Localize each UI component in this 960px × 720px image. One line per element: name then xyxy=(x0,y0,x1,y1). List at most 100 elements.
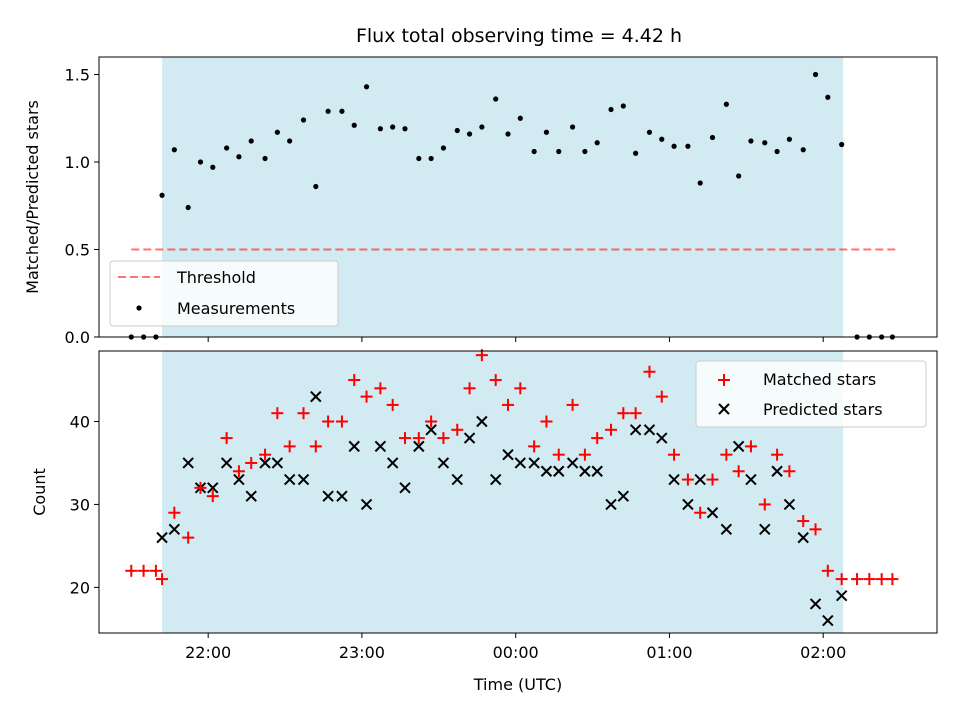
matched-legend-marker xyxy=(718,374,730,386)
predicted-star-point xyxy=(835,589,848,602)
count-y-tick-label: 40 xyxy=(70,413,90,432)
measurement-point xyxy=(159,192,165,198)
ratio-panel: 0.0 0.5 1.0 1.5 Matched/Predicted stars Thr… xyxy=(23,56,938,347)
predicted-star-point xyxy=(514,457,527,469)
measurement-point xyxy=(569,124,576,130)
matched-star-point xyxy=(386,398,399,411)
measurement-point xyxy=(363,84,370,90)
measurement-point xyxy=(748,138,754,144)
measurement-point xyxy=(709,134,716,141)
matched-star-point xyxy=(360,390,373,403)
predicted-star-point xyxy=(245,490,257,502)
predicted-star-point xyxy=(732,440,745,453)
matched-star-point xyxy=(655,390,668,403)
threshold-legend-label: Threshold xyxy=(176,268,256,287)
ratio-y-tick-label: 0.5 xyxy=(65,241,90,260)
matched-star-point xyxy=(629,407,642,420)
measurement-point xyxy=(287,138,293,144)
measurement-point xyxy=(697,180,703,186)
measurement-point xyxy=(659,136,665,142)
matched-star-point xyxy=(348,374,361,387)
predicted-star-point xyxy=(605,498,617,511)
measurements-legend-label: Measurements xyxy=(177,299,295,318)
matched-star-point xyxy=(149,564,162,577)
predicted-star-point xyxy=(374,440,387,453)
matched-star-point xyxy=(694,506,707,519)
matched-star-point xyxy=(398,432,411,445)
matched-star-point xyxy=(591,432,604,445)
predicted-star-point xyxy=(297,473,310,486)
measurement-point xyxy=(685,143,691,149)
predicted-star-point xyxy=(783,498,796,511)
predicted-star-point xyxy=(656,432,668,444)
measurement-point xyxy=(493,96,499,102)
predicted-star-point xyxy=(437,457,450,469)
predicted-star-point xyxy=(207,482,219,494)
count-legend-box xyxy=(695,360,927,428)
matched-star-point xyxy=(514,382,527,395)
measurement-point xyxy=(646,129,653,135)
predicted-star-point xyxy=(720,523,733,536)
matched-star-point xyxy=(489,374,502,387)
matched-star-point xyxy=(668,448,681,461)
ratio-legend-box xyxy=(109,260,339,327)
matched-star-point xyxy=(168,506,181,519)
matched-star-point xyxy=(528,440,541,453)
predicted-star-point xyxy=(168,523,181,536)
measurement-point xyxy=(274,129,280,135)
measurement-point xyxy=(466,131,473,137)
predicted-star-point xyxy=(271,457,284,469)
measurement-point xyxy=(531,148,537,155)
predicted-star-point xyxy=(360,498,373,511)
measurement-point xyxy=(402,126,408,132)
predicted-star-point xyxy=(540,465,553,477)
matched-star-point xyxy=(374,382,387,395)
measurement-point xyxy=(839,141,845,148)
measurement-point xyxy=(594,140,600,146)
predicted-star-point xyxy=(336,490,348,502)
predicted-star-point xyxy=(643,424,656,436)
matched-star-point xyxy=(617,407,630,420)
matched-star-point xyxy=(137,564,150,577)
x-tick-label: 02:00 xyxy=(800,643,846,662)
matched-legend-label: Matched stars xyxy=(763,370,876,389)
matched-star-point xyxy=(720,448,733,461)
measurement-point xyxy=(825,94,831,100)
ratio-y-tick-label: 0.0 xyxy=(65,328,90,347)
count-panel-frame xyxy=(98,350,938,634)
matched-star-point xyxy=(463,382,476,395)
matched-star-point xyxy=(437,432,450,445)
measurement-point xyxy=(505,131,511,137)
matched-star-point xyxy=(245,456,258,469)
ratio-y-tick-label: 1.0 xyxy=(65,153,90,172)
measurement-point xyxy=(800,147,806,153)
measurement-point xyxy=(248,138,254,144)
predicted-star-point xyxy=(579,465,591,477)
matched-star-point xyxy=(502,398,515,411)
predicted-star-point xyxy=(413,440,425,453)
predicted-star-point xyxy=(489,473,502,486)
matched-star-point xyxy=(220,432,233,445)
x-tick-label: 00:00 xyxy=(493,643,539,662)
measurement-point xyxy=(171,147,177,153)
measurement-point xyxy=(325,108,331,114)
matched-star-point xyxy=(578,448,591,461)
measurement-point xyxy=(517,115,523,121)
predicted-star-point xyxy=(463,432,476,444)
matched-star-point xyxy=(783,465,796,478)
matched-star-point xyxy=(412,432,425,445)
predicted-star-point xyxy=(591,465,603,477)
measurement-point xyxy=(633,150,639,156)
matched-star-point xyxy=(540,415,553,428)
x-tick-label: 01:00 xyxy=(646,643,692,662)
x-tick-label: 22:00 xyxy=(185,643,231,662)
matched-star-point xyxy=(809,523,822,536)
matched-star-point xyxy=(232,465,245,478)
measurement-point xyxy=(428,155,434,162)
matched-star-point xyxy=(322,415,335,428)
measurement-point xyxy=(774,148,780,155)
measurement-point xyxy=(786,136,792,142)
measurement-point xyxy=(377,126,383,132)
predicted-star-point xyxy=(797,531,809,544)
matched-star-point xyxy=(875,573,888,586)
